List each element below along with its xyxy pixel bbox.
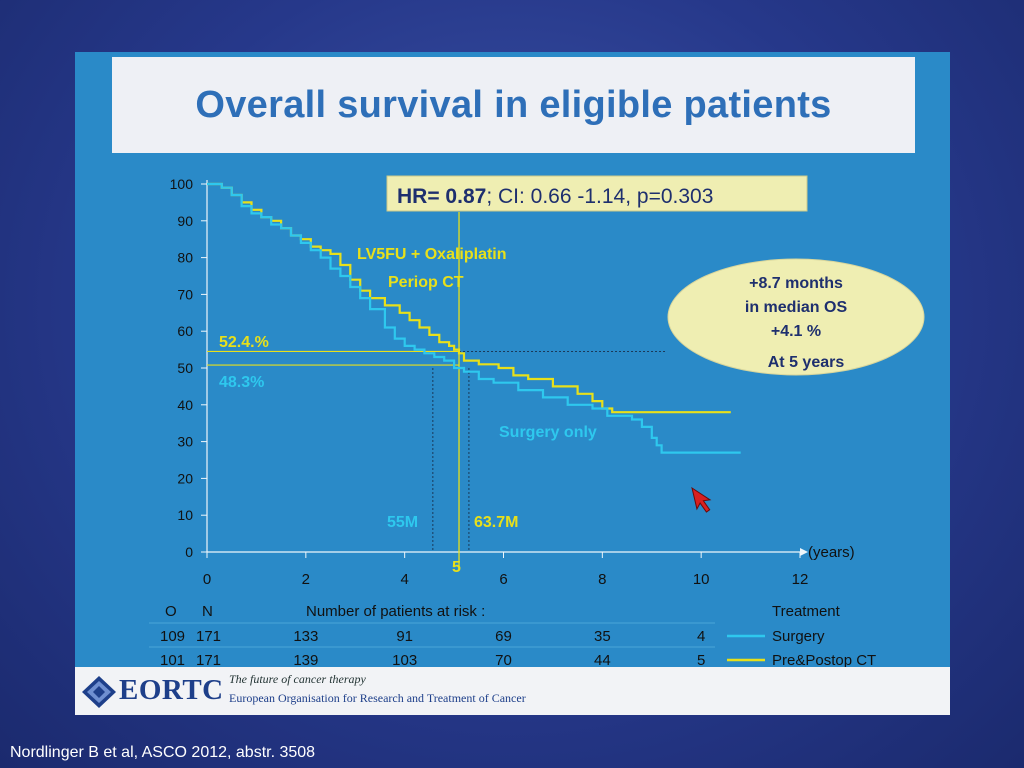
ct-label-line-1: LV5FU + Oxaliplatin [357, 246, 507, 263]
legend-label: Surgery [772, 628, 825, 645]
risk-col-n: N [202, 603, 213, 620]
tagline: The future of cancer therapy [229, 672, 366, 686]
title-box: Overall survival in eligible patients [112, 57, 915, 153]
risk-table: O N Number of patients at risk : Treatme… [149, 603, 876, 667]
x-tick-label: 8 [598, 571, 606, 588]
median-os-bubble: +8.7 months in median OS +4.1 % At 5 yea… [667, 258, 925, 376]
eortc-wordmark: EORTC [119, 674, 224, 706]
y-tick-label: 0 [185, 544, 193, 560]
risk-count: 69 [495, 628, 512, 645]
surgery-survival-curve [207, 182, 741, 454]
bubble-line-2: in median OS [745, 299, 848, 316]
risk-count: 4 [697, 628, 705, 645]
x-axis-arrow-icon [800, 548, 808, 556]
ct-label-line-2: Periop CT [388, 274, 464, 291]
ct-percent-label: 52.4.% [219, 334, 269, 351]
legend-label: Pre&Postop CT [772, 652, 876, 667]
y-tick-label: 50 [177, 360, 193, 376]
x-unit-label: (years) [808, 544, 855, 561]
risk-count: 35 [594, 628, 611, 645]
guide-lines [207, 212, 667, 566]
median-ct-label: 63.7M [474, 514, 518, 531]
bubble-line-1: +8.7 months [749, 275, 843, 292]
risk-count: 103 [392, 652, 417, 667]
slide-panel: Overall survival in eligible patients 0 1… [75, 52, 950, 715]
hr-box: HR= 0.87; CI: 0.66 -1.14, p=0.303 [386, 175, 808, 212]
risk-row-n: 171 [196, 652, 221, 667]
citation: Nordlinger B et al, ASCO 2012, abstr. 35… [10, 744, 316, 761]
risk-count: 139 [293, 652, 318, 667]
survival-chart: 0 10 20 30 40 50 60 70 80 90 100 0 2 4 6 8 10 12 HR= 0.87… [149, 175, 925, 667]
y-tick-label: 40 [177, 397, 193, 413]
cursor-arrow-icon [691, 486, 712, 513]
risk-count: 5 [697, 652, 705, 667]
svg-text:HR= 0.87; CI: 0.66 -1.14, p=0.: HR= 0.87; CI: 0.66 -1.14, p=0.303 [397, 185, 713, 208]
risk-row-o: 101 [160, 652, 185, 667]
x-tick-label: 6 [499, 571, 507, 588]
risk-header: Number of patients at risk : [306, 603, 485, 620]
y-tick-label: 20 [177, 470, 193, 486]
x-tick-label: 0 [203, 571, 211, 588]
treatment-header: Treatment [772, 603, 841, 620]
risk-count: 133 [293, 628, 318, 645]
surgery-percent-label: 48.3% [219, 374, 264, 391]
risk-count: 70 [495, 652, 512, 667]
bubble-line-4: At 5 years [768, 354, 845, 371]
x-tick-label: 2 [302, 571, 310, 588]
risk-count: 91 [396, 628, 413, 645]
y-tick-label: 70 [177, 286, 193, 302]
x-tick-label: 4 [400, 571, 408, 588]
slide-title: Overall survival in eligible patients [195, 83, 832, 126]
axes: 0 10 20 30 40 50 60 70 80 90 100 0 2 4 6 8 10 12 [170, 176, 809, 588]
risk-col-o: O [165, 603, 177, 620]
hr-value: HR= 0.87 [397, 185, 486, 208]
risk-row-n: 171 [196, 628, 221, 645]
footer-bar: EORTC The future of cancer therapy Europ… [75, 667, 950, 715]
risk-row-o: 109 [160, 628, 185, 645]
x-tick-label: 12 [792, 571, 809, 588]
five-year-mark: 5 [452, 559, 461, 576]
y-tick-label: 60 [177, 323, 193, 339]
y-tick-label: 10 [177, 507, 193, 523]
series-lines [207, 182, 741, 454]
y-tick-label: 80 [177, 250, 193, 266]
y-tick-label: 100 [170, 176, 194, 192]
org-name: European Organisation for Research and T… [229, 691, 526, 705]
median-surgery-label: 55M [387, 514, 418, 531]
bubble-line-3: +4.1 % [771, 323, 821, 340]
risk-count: 44 [594, 652, 611, 667]
x-tick-label: 10 [693, 571, 710, 588]
y-tick-label: 30 [177, 434, 193, 450]
surgery-only-label: Surgery only [499, 424, 597, 441]
y-tick-label: 90 [177, 213, 193, 229]
eortc-logo-icon [82, 676, 116, 708]
ci-text: ; CI: 0.66 -1.14, p=0.303 [486, 185, 713, 208]
